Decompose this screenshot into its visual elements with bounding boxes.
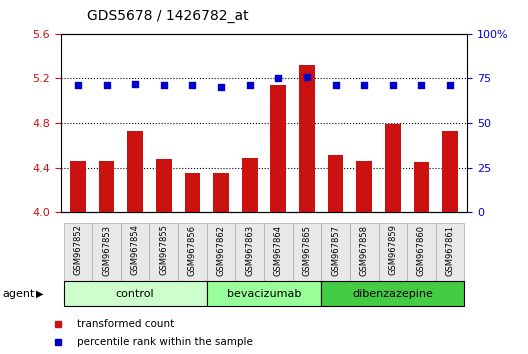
Text: percentile rank within the sample: percentile rank within the sample (77, 337, 252, 347)
Point (159, 82, 168, 88)
Text: GSM967864: GSM967864 (274, 224, 283, 275)
FancyBboxPatch shape (264, 223, 293, 281)
FancyBboxPatch shape (407, 223, 436, 281)
Bar (127, 131, 143, 212)
Bar (213, 173, 229, 212)
Point (246, 82, 254, 88)
FancyBboxPatch shape (178, 223, 207, 281)
Point (217, 84, 225, 90)
Text: transformed count: transformed count (77, 319, 174, 329)
FancyBboxPatch shape (321, 281, 465, 306)
Point (389, 82, 397, 88)
Text: GSM967858: GSM967858 (360, 224, 369, 275)
Bar (356, 161, 372, 212)
Text: agent: agent (3, 289, 35, 299)
Text: GSM967852: GSM967852 (73, 224, 82, 275)
Text: ▶: ▶ (36, 289, 43, 299)
FancyBboxPatch shape (379, 223, 407, 281)
FancyBboxPatch shape (92, 223, 121, 281)
Point (303, 74, 311, 79)
FancyBboxPatch shape (293, 223, 321, 281)
Text: GDS5678 / 1426782_at: GDS5678 / 1426782_at (87, 9, 249, 23)
Point (188, 82, 196, 88)
Bar (99, 161, 115, 212)
Point (74, 82, 82, 88)
Bar (185, 173, 200, 212)
Text: GSM967857: GSM967857 (331, 224, 340, 275)
Text: bevacizumab: bevacizumab (227, 289, 301, 299)
Bar (299, 65, 315, 212)
Bar (242, 158, 258, 212)
Text: GSM967853: GSM967853 (102, 224, 111, 275)
Point (360, 82, 369, 88)
FancyBboxPatch shape (207, 223, 235, 281)
FancyBboxPatch shape (63, 281, 207, 306)
FancyBboxPatch shape (436, 223, 465, 281)
Text: dibenzazepine: dibenzazepine (352, 289, 433, 299)
Text: control: control (116, 289, 155, 299)
Bar (442, 131, 458, 212)
FancyBboxPatch shape (235, 223, 264, 281)
Text: GSM967865: GSM967865 (303, 224, 312, 275)
Point (102, 82, 111, 88)
Bar (413, 162, 429, 212)
Bar (270, 85, 286, 212)
Text: GSM967856: GSM967856 (188, 224, 197, 275)
Bar (70, 161, 86, 212)
Bar (156, 159, 172, 212)
Point (417, 82, 426, 88)
Point (446, 82, 454, 88)
Text: GSM967855: GSM967855 (159, 224, 168, 275)
FancyBboxPatch shape (121, 223, 149, 281)
FancyBboxPatch shape (63, 223, 92, 281)
Text: GSM967854: GSM967854 (130, 224, 140, 275)
Text: GSM967859: GSM967859 (388, 224, 398, 275)
Point (274, 75, 282, 81)
FancyBboxPatch shape (321, 223, 350, 281)
Text: GSM967863: GSM967863 (245, 224, 254, 276)
Bar (328, 155, 343, 212)
Text: GSM967862: GSM967862 (216, 224, 225, 275)
FancyBboxPatch shape (350, 223, 379, 281)
Text: GSM967861: GSM967861 (446, 224, 455, 275)
Bar (385, 124, 401, 212)
FancyBboxPatch shape (149, 223, 178, 281)
FancyBboxPatch shape (207, 281, 321, 306)
Point (332, 82, 340, 88)
Point (131, 81, 139, 86)
Text: GSM967860: GSM967860 (417, 224, 426, 275)
